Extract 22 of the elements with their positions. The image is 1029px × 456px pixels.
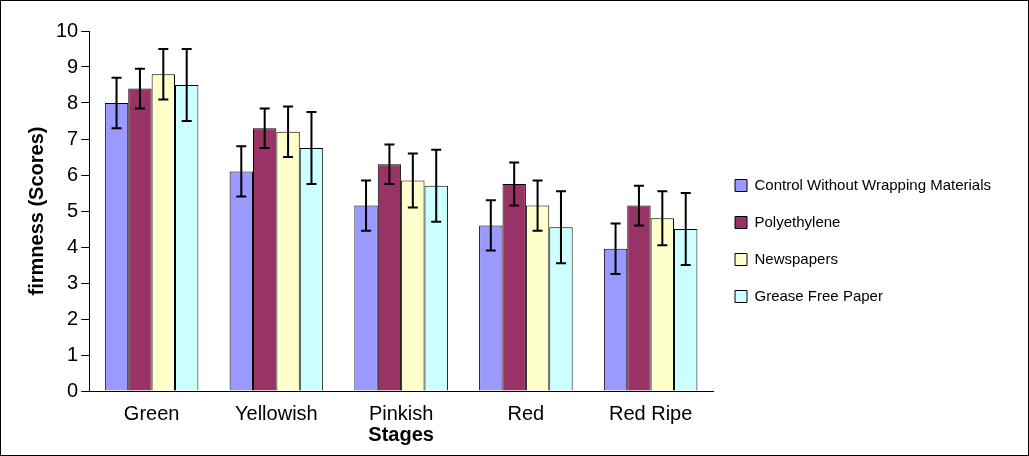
y-tick-label: 2 [67,306,79,329]
legend-label: Newspapers [754,249,838,267]
x-tick-label: Green [123,401,180,424]
y-tick-label: 6 [67,162,79,185]
y-tick-label: 0 [67,378,79,401]
x-tick-label: Yellowish [235,401,318,424]
legend-label: Control Without Wrapping Materials [754,175,991,193]
y-tick-label: 1 [67,342,79,365]
y-tick-label: 7 [67,126,79,149]
y-tick-label: 3 [67,270,79,293]
legend-label: Polyethylene [754,212,841,230]
y-tick-label: 4 [67,234,79,257]
y-axis-title: firmness (Scores) [24,126,47,296]
y-tick-label: 10 [56,18,79,41]
y-tick-label: 8 [67,90,79,113]
x-tick-label: Red Ripe [608,401,693,424]
y-tick-label: 5 [67,198,79,221]
y-tick-label: 9 [67,54,79,77]
legend-label: Grease Free Paper [754,286,883,304]
x-tick-label: Red [507,401,545,424]
x-tick-label: Pinkish [368,401,434,424]
x-axis-title: Stages [368,422,434,445]
